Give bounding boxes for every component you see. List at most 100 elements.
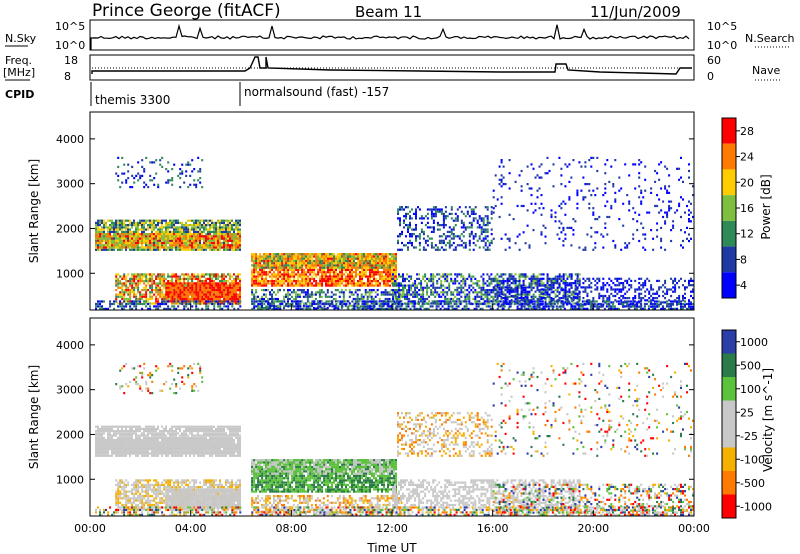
heatmap-cell	[299, 268, 302, 271]
heatmap-cell	[211, 277, 213, 280]
heatmap-cell	[127, 297, 130, 301]
heatmap-cell	[448, 289, 451, 292]
heatmap-cell	[123, 246, 125, 249]
heatmap-cell	[397, 241, 399, 245]
heatmap-cell	[155, 275, 158, 278]
heatmap-cell	[393, 271, 395, 274]
heatmap-cell	[213, 286, 216, 289]
heatmap-cell	[209, 235, 211, 238]
heatmap-cell	[121, 221, 123, 224]
heatmap-cell	[177, 293, 180, 296]
heatmap-cell	[261, 257, 264, 260]
heatmap-cell	[117, 224, 119, 227]
heatmap-cell	[476, 291, 479, 294]
heatmap-cell	[385, 277, 387, 280]
heatmap-cell	[337, 266, 339, 269]
heatmap-cell	[442, 212, 445, 215]
heatmap-cell	[484, 228, 487, 231]
heatmap-cell	[412, 284, 415, 287]
heatmap-cell	[305, 282, 308, 285]
heatmap-cell	[377, 253, 379, 256]
heatmap-cell	[255, 284, 258, 287]
heatmap-cell	[95, 230, 97, 233]
heatmap-cell	[320, 300, 323, 303]
heatmap-cell	[524, 291, 527, 294]
heatmap-cell	[141, 226, 143, 229]
heatmap-cell	[456, 235, 459, 238]
freq-trace	[91, 56, 692, 75]
heatmap-cell	[418, 248, 421, 251]
heatmap-cell	[235, 286, 237, 289]
heatmap-cell	[281, 284, 284, 287]
heatmap-cell	[472, 291, 475, 294]
heatmap-cell	[225, 224, 227, 227]
heatmap-cell	[223, 233, 225, 236]
heatmap-cell	[384, 291, 387, 294]
heatmap-cell	[235, 248, 237, 251]
heatmap-cell	[231, 235, 233, 238]
heatmap-cell	[251, 268, 254, 271]
heatmap-cell	[438, 241, 441, 245]
heatmap-cell	[221, 275, 223, 278]
heatmap-cell	[161, 293, 164, 296]
heatmap-cell	[235, 282, 237, 285]
heatmap-cell	[319, 271, 322, 274]
heatmap-cell	[141, 237, 143, 240]
heatmap-cell	[163, 239, 165, 242]
heatmap-cell	[281, 268, 284, 271]
heatmap-cell	[269, 275, 272, 278]
heatmap-cell	[213, 293, 216, 296]
heatmap-cell	[434, 289, 437, 292]
heatmap-cell	[329, 253, 331, 256]
heatmap-cell	[288, 289, 291, 292]
heatmap-cell	[97, 248, 99, 251]
heatmap-cell	[504, 273, 507, 276]
heatmap-cell	[371, 284, 373, 287]
heatmap-cell	[231, 297, 234, 301]
heatmap-cell	[484, 237, 487, 240]
heatmap-cell	[187, 289, 190, 292]
heatmap-cell	[193, 277, 196, 280]
heatmap-cell	[131, 284, 134, 287]
heatmap-cell	[209, 237, 211, 240]
heatmap-cell	[287, 291, 289, 294]
heatmap-cell	[133, 230, 135, 233]
heatmap-cell	[301, 266, 304, 269]
heatmap-cell	[454, 224, 457, 227]
heatmap-cell	[334, 300, 337, 303]
heatmap-cell	[277, 291, 279, 294]
heatmap-cell	[205, 286, 208, 289]
heatmap-cell	[123, 221, 125, 224]
heatmap-cell	[209, 280, 211, 283]
heatmap-cell	[488, 284, 491, 287]
heatmap-cell	[179, 241, 181, 245]
heatmap-cell	[261, 275, 264, 278]
heatmap-cell	[356, 293, 359, 296]
heatmap-cell	[308, 295, 311, 298]
heatmap-cell	[343, 273, 345, 276]
heatmap-cell	[193, 241, 195, 245]
heatmap-cell	[141, 241, 143, 245]
heatmap-cell	[442, 293, 445, 296]
heatmap-cell	[464, 246, 467, 249]
heatmap-cell	[115, 235, 117, 238]
heatmap-cell	[285, 255, 288, 258]
heatmap-cell	[189, 219, 191, 222]
heatmap-cell	[149, 291, 152, 294]
heatmap-cell	[548, 293, 551, 296]
heatmap-cell	[518, 286, 521, 289]
heatmap-cell	[506, 295, 509, 298]
heatmap-cell	[350, 304, 353, 307]
heatmap-cell	[486, 219, 489, 222]
heatmap-cell	[151, 241, 153, 245]
heatmap-cell	[378, 297, 381, 301]
heatmap-cell	[203, 228, 205, 231]
nave-tick-bottom: 0	[707, 70, 714, 83]
heatmap-cell	[233, 277, 235, 280]
heatmap-cell	[554, 293, 557, 296]
heatmap-cell	[183, 246, 185, 249]
heatmap-cell	[183, 275, 186, 278]
heatmap-cell	[271, 289, 273, 292]
heatmap-cell	[265, 282, 268, 285]
heatmap-cell	[265, 293, 267, 296]
